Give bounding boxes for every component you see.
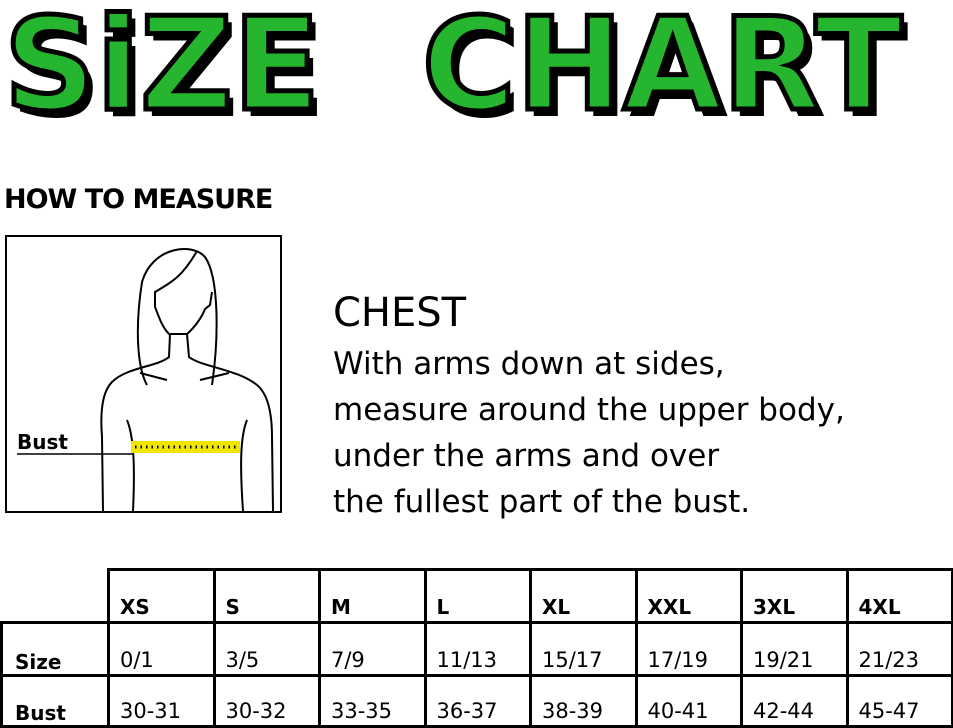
table-cell: 38-39 [529,674,638,728]
chest-title: CHEST [333,290,467,336]
table-cell: 33-35 [318,674,427,728]
size-table: XS S M L XL XXL 3XL 4XL Size 0/1 3/5 7/9… [0,568,953,728]
row-label-bust: Bust [0,674,110,728]
table-cell: 19/21 [740,621,849,677]
header-cell: XS [107,568,216,624]
table-row: Size 0/1 3/5 7/9 11/13 15/17 17/19 19/21… [0,621,953,677]
size-chart-title: SiZE CHART [0,0,953,140]
table-cell: 30-32 [212,674,321,728]
chest-line: measure around the upper body, [333,392,845,428]
table-cell: 15/17 [529,621,638,677]
chest-line: under the arms and over [333,438,720,474]
chest-line: the fullest part of the bust. [333,484,751,520]
table-cell: 0/1 [107,621,216,677]
title-word-size: SiZE [1,0,322,140]
header-cell: 3XL [740,568,849,624]
table-row: Bust 30-31 30-32 33-35 36-37 38-39 40-41… [0,674,953,728]
bust-label: Bust [17,430,68,454]
header-cell: L [423,568,532,624]
table-cell: 42-44 [740,674,849,728]
measure-figure: Bust [5,235,282,513]
header-cell: 4XL [845,568,953,624]
how-to-measure-heading: HOW TO MEASURE [4,184,273,215]
woman-silhouette-icon: Bust [17,248,274,512]
table-header-row: XS S M L XL XXL 3XL 4XL [1,568,953,624]
table-cell: 3/5 [212,621,321,677]
table-cell: 45-47 [845,674,953,728]
table-cell: 30-31 [107,674,216,728]
table-cell: 7/9 [318,621,427,677]
title-word-chart: CHART [419,0,904,140]
chest-line: With arms down at sides, [333,346,725,382]
table-cell: 36-37 [423,674,532,728]
chest-description: With arms down at sides, measure around … [333,341,948,525]
header-cell: XL [529,568,638,624]
table-cell: 17/19 [634,621,743,677]
table-corner [1,569,109,624]
header-cell: M [318,568,427,624]
header-cell: XXL [634,568,743,624]
table-cell: 11/13 [423,621,532,677]
row-label-size: Size [0,621,110,677]
header-cell: S [212,568,321,624]
table-cell: 40-41 [634,674,743,728]
table-cell: 21/23 [845,621,953,677]
